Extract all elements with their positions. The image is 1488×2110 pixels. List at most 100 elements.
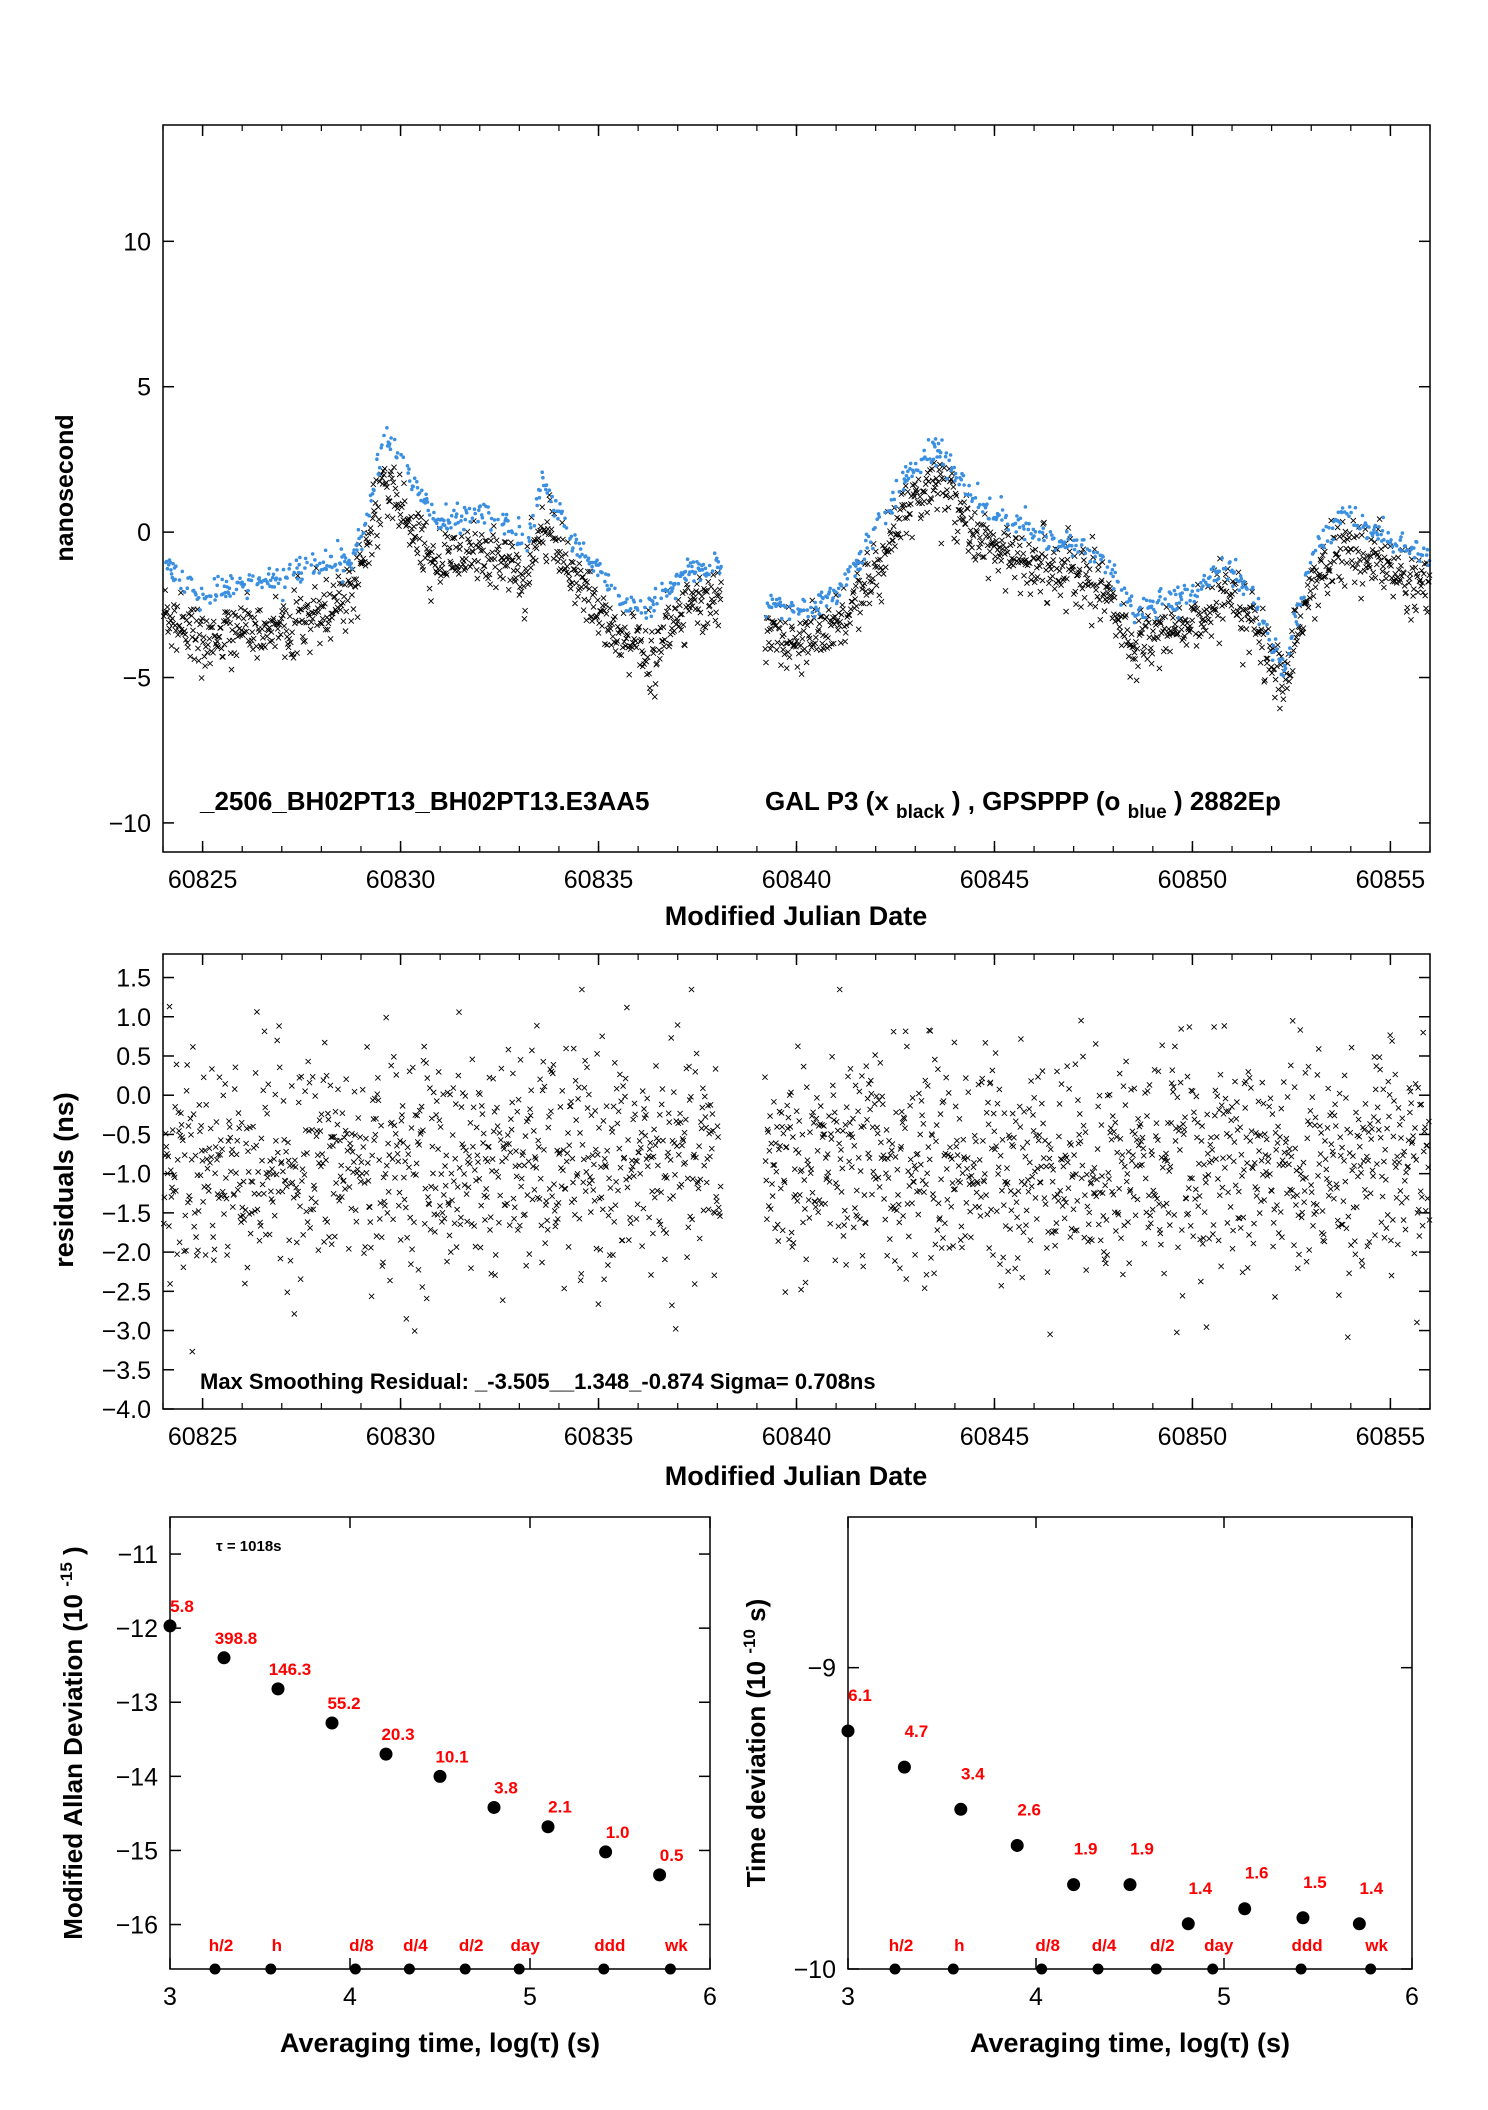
data-point-o [590, 565, 594, 569]
data-point-o [268, 567, 272, 571]
data-point-o [1191, 584, 1195, 588]
data-label: 2.6 [1017, 1800, 1041, 1819]
data-point-o [459, 519, 463, 523]
data-point-o [563, 517, 567, 521]
data-point-o [848, 565, 852, 569]
data-point-o [1199, 581, 1203, 585]
data-point-o [1256, 606, 1260, 610]
data-point-o [315, 564, 319, 568]
data-point-o [487, 511, 491, 515]
data-point-o [528, 539, 532, 543]
data-point-o [692, 579, 696, 583]
data-point-o [1307, 571, 1311, 575]
data-point-o [1196, 589, 1200, 593]
data-point-o [912, 471, 916, 475]
data-point-o [1389, 538, 1393, 542]
data-point-o [1208, 584, 1212, 588]
data-point-o [890, 511, 894, 515]
data-point-o [1208, 575, 1212, 579]
data-point-o [617, 594, 621, 598]
data-point-o [228, 594, 232, 598]
data-label: 1.9 [1074, 1840, 1098, 1859]
data-point-o [481, 516, 485, 520]
data-point-o [220, 578, 224, 582]
data-point-o [865, 546, 869, 550]
y-tick-label: −1.0 [102, 1161, 151, 1189]
data-point-o [529, 526, 533, 530]
data-point-o [673, 582, 677, 586]
data-point-o [216, 575, 220, 579]
data-point-o [413, 476, 417, 480]
y-tick-label: −10 [109, 810, 151, 838]
data-point-o [1075, 538, 1079, 542]
data-point-o [1093, 560, 1097, 564]
annotation-s3: ) 2882Ep [1174, 786, 1281, 816]
data-point-o [186, 586, 190, 590]
data-label: 1.4 [1188, 1879, 1212, 1898]
data-point-o [987, 517, 991, 521]
data-point-o [1401, 531, 1405, 535]
data-point-o [639, 599, 643, 603]
data-point-o [1386, 531, 1390, 535]
data-point-o [864, 539, 868, 543]
data-point-o [448, 521, 452, 525]
data-point-o [359, 535, 363, 539]
data-point-o [939, 451, 943, 455]
data-point-o [166, 567, 170, 571]
data-point-o [933, 445, 937, 449]
data-point-o [1349, 511, 1353, 515]
data-point-o [1042, 539, 1046, 543]
data-point-o [395, 456, 399, 460]
y-axis-title-main: Modified Allan Deviation (10 [58, 1594, 88, 1940]
data-point [599, 1845, 612, 1858]
data-point [380, 1748, 393, 1761]
data-label: 1.9 [1130, 1840, 1154, 1859]
data-point-o [1322, 528, 1326, 532]
data-point-o [1094, 555, 1098, 559]
data-point-o [511, 531, 515, 535]
data-point-o [1089, 560, 1093, 564]
data-point-o [584, 554, 588, 558]
data-point-o [997, 513, 1001, 517]
data-point-o [250, 579, 254, 583]
data-point-o [1063, 540, 1067, 544]
data-point-o [945, 477, 949, 481]
data-point-o [343, 560, 347, 564]
data-point-o [1082, 538, 1086, 542]
data-point-o [518, 525, 522, 529]
data-label: 2.1 [548, 1798, 572, 1817]
data-point-o [344, 556, 348, 560]
data-point-o [847, 570, 851, 574]
data-point-o [819, 600, 823, 604]
data-point-o [380, 443, 384, 447]
data-point-o [788, 617, 792, 621]
data-point-o [1185, 601, 1189, 605]
data-point-o [1150, 605, 1154, 609]
data-point-o [209, 594, 213, 598]
data-point-o [304, 557, 308, 561]
data-point-o [1138, 606, 1142, 610]
data-point-o [1399, 538, 1403, 542]
data-point-o [1237, 588, 1241, 592]
data-point-o [1071, 554, 1075, 558]
data-point-o [1371, 531, 1375, 535]
data-point-o [1406, 549, 1410, 553]
y-tick-label: −3.0 [102, 1318, 151, 1346]
data-point [1296, 1911, 1309, 1924]
data-point-o [1177, 616, 1181, 620]
data-point-o [883, 511, 887, 515]
data-point-o [1372, 528, 1376, 532]
data-point-o [927, 438, 931, 442]
data-point-o [460, 514, 464, 518]
data-point-o [898, 490, 902, 494]
data-point-o [213, 577, 217, 581]
data-point-o [988, 496, 992, 500]
data-point-o [914, 462, 918, 466]
data-point-o [300, 571, 304, 575]
data-point-o [1284, 667, 1288, 671]
y-axis-title-end: ) [58, 1546, 88, 1555]
data-point-o [1266, 632, 1270, 636]
data-label: 1.4 [1360, 1879, 1384, 1898]
data-point [842, 1724, 855, 1737]
